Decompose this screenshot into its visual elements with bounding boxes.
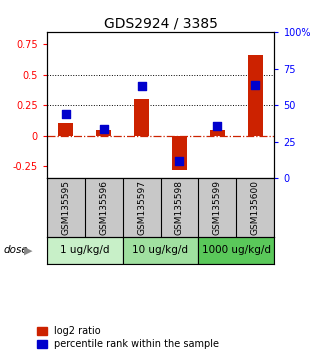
Point bbox=[215, 124, 220, 129]
Point bbox=[177, 158, 182, 164]
Bar bbox=[134, 99, 149, 136]
Bar bbox=[210, 130, 225, 136]
Text: 1000 ug/kg/d: 1000 ug/kg/d bbox=[202, 245, 271, 255]
Bar bbox=[248, 55, 263, 136]
Point bbox=[63, 111, 68, 117]
Text: 1 ug/kg/d: 1 ug/kg/d bbox=[60, 245, 109, 255]
Bar bbox=[47, 237, 123, 264]
Text: dose: dose bbox=[3, 245, 28, 255]
Bar bbox=[172, 136, 187, 170]
Bar bbox=[58, 124, 73, 136]
Bar bbox=[198, 237, 274, 264]
Point bbox=[253, 82, 258, 88]
Point bbox=[101, 126, 106, 131]
Text: GSM135599: GSM135599 bbox=[213, 180, 222, 235]
Text: 10 ug/kg/d: 10 ug/kg/d bbox=[133, 245, 188, 255]
Text: GSM135595: GSM135595 bbox=[61, 180, 70, 235]
Title: GDS2924 / 3385: GDS2924 / 3385 bbox=[104, 17, 217, 31]
Text: ▶: ▶ bbox=[24, 245, 32, 255]
Bar bbox=[123, 237, 198, 264]
Point bbox=[139, 83, 144, 89]
Text: GSM135597: GSM135597 bbox=[137, 180, 146, 235]
Text: GSM135596: GSM135596 bbox=[99, 180, 108, 235]
Text: GSM135598: GSM135598 bbox=[175, 180, 184, 235]
Bar bbox=[96, 130, 111, 136]
Text: GSM135600: GSM135600 bbox=[251, 180, 260, 235]
Legend: log2 ratio, percentile rank within the sample: log2 ratio, percentile rank within the s… bbox=[37, 326, 220, 349]
